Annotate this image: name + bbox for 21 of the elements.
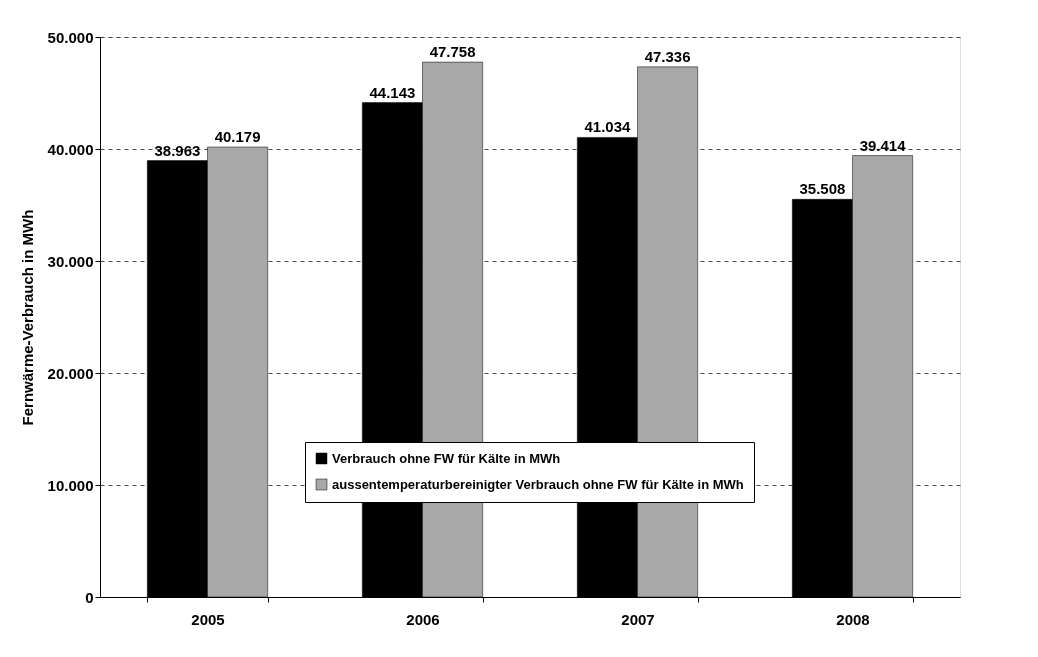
x-tick-label: 2008 — [836, 610, 870, 628]
y-tick-label: 10.000 — [47, 476, 94, 494]
y-axis-title: Fernwärme-Verbrauch in MWh — [18, 209, 36, 426]
legend-label: aussentemperaturbereinigter Verbrauch ohne FW für Kälte in MWh — [332, 476, 744, 492]
data-label: 44.143 — [369, 83, 416, 101]
y-tick-label: 40.000 — [47, 140, 94, 158]
data-label: 35.508 — [799, 180, 846, 198]
data-label: 47.336 — [644, 47, 691, 65]
y-tick-label: 30.000 — [47, 252, 94, 270]
x-tick-label: 2007 — [621, 610, 655, 628]
y-tick-label: 50.000 — [47, 28, 94, 46]
y-tick-label: 20.000 — [47, 364, 94, 382]
data-label: 41.034 — [584, 118, 631, 136]
data-label: 47.758 — [429, 43, 476, 61]
x-tick-label: 2006 — [406, 610, 440, 628]
x-tick-label: 2005 — [191, 610, 225, 628]
legend-label: Verbrauch ohne FW für Kälte in MWh — [332, 450, 561, 466]
data-label: 38.963 — [154, 141, 201, 159]
y-tick-label: 0 — [85, 588, 94, 606]
data-label: 39.414 — [859, 136, 907, 154]
data-label: 40.179 — [214, 128, 261, 145]
